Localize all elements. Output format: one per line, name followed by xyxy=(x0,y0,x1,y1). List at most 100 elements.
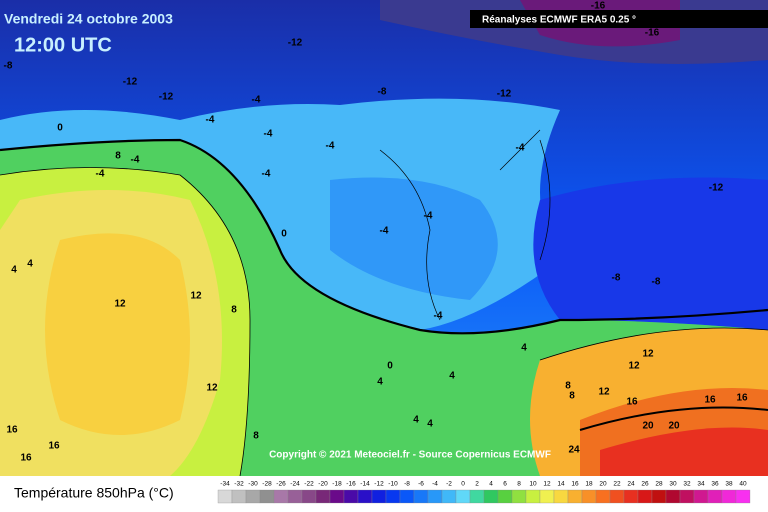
contour-label: -4 xyxy=(434,311,443,322)
contour-label: -4 xyxy=(131,155,140,166)
legend-tick: 18 xyxy=(585,481,593,488)
legend-tick: 16 xyxy=(571,481,579,488)
legend-tick: 2 xyxy=(475,481,479,488)
legend-title: Température 850hPa (°C) xyxy=(14,485,174,501)
contour-label: -8 xyxy=(612,273,621,284)
legend-swatch xyxy=(273,489,289,504)
contour-label: -8 xyxy=(4,61,13,72)
contour-label: -4 xyxy=(516,143,525,154)
legend-swatch xyxy=(679,489,695,504)
legend-swatch xyxy=(637,489,653,504)
legend-tick: 38 xyxy=(725,481,733,488)
legend-tick: 22 xyxy=(613,481,621,488)
legend-swatch xyxy=(623,489,639,504)
legend-tick: 12 xyxy=(543,481,551,488)
legend-swatch xyxy=(595,489,611,504)
source: Réanalyses ECMWF ERA5 0.25 ° xyxy=(482,15,636,26)
legend-tick: 0 xyxy=(461,481,465,488)
contour-label: 12 xyxy=(206,383,218,394)
contour-label: 4 xyxy=(11,265,17,276)
legend-swatch xyxy=(539,489,555,504)
legend-swatch xyxy=(497,489,513,504)
contour-label: 16 xyxy=(6,425,18,436)
legend-swatch xyxy=(511,489,527,504)
contour-label: 20 xyxy=(642,421,654,432)
contour-label: -8 xyxy=(378,87,387,98)
legend-tick: -18 xyxy=(332,481,342,488)
contour-label: 0 xyxy=(57,123,63,134)
time: 12:00 UTC xyxy=(14,34,112,56)
contour-label: -4 xyxy=(252,95,261,106)
contour-label: 16 xyxy=(736,393,748,404)
legend-tick: -28 xyxy=(262,481,272,488)
contour-label: -4 xyxy=(262,169,271,180)
legend-tick: -20 xyxy=(318,481,328,488)
legend-swatch xyxy=(609,489,625,504)
legend: -34 -32 -30 -28 -26 -24 -22 -20 -18 -16 -14 -12 -10-… xyxy=(217,481,751,504)
legend-tick: 24 xyxy=(627,481,635,488)
legend-tick: 40 xyxy=(739,481,747,488)
contour-label: -4 xyxy=(380,226,389,237)
legend-tick: 34 xyxy=(697,481,705,488)
legend-swatch xyxy=(469,489,485,504)
legend-swatch xyxy=(525,489,541,504)
legend-swatch xyxy=(651,489,667,504)
contour-label: 12 xyxy=(114,299,126,310)
legend-swatch xyxy=(455,489,471,504)
contour-label: -4 xyxy=(424,211,433,222)
contour-label: 4 xyxy=(427,419,433,430)
legend-swatch xyxy=(385,489,401,504)
legend-swatch xyxy=(259,489,275,504)
contour-label: 4 xyxy=(449,371,455,382)
contour-label: -4 xyxy=(96,169,105,180)
legend-tick: 28 xyxy=(655,481,663,488)
contour-label: -12 xyxy=(288,38,303,49)
legend-swatch xyxy=(693,489,709,504)
legend-tick: 8 xyxy=(517,481,521,488)
source-box xyxy=(470,10,768,28)
legend-tick: -34 xyxy=(220,481,230,488)
contour-label: 4 xyxy=(521,343,527,354)
legend-tick: -12 xyxy=(374,481,384,488)
contour-label: -4 xyxy=(206,115,215,126)
legend-swatch xyxy=(553,489,569,504)
contour-label: 16 xyxy=(626,397,638,408)
legend-swatch xyxy=(287,489,303,504)
contour-label: 12 xyxy=(628,361,640,372)
contour-label: 20 xyxy=(668,421,680,432)
contour-label: 12 xyxy=(190,291,202,302)
legend-swatch xyxy=(301,489,317,504)
contour-label: -12 xyxy=(123,77,138,88)
legend-tick: -10 xyxy=(388,481,398,488)
legend-tick: 20 xyxy=(599,481,607,488)
legend-swatch xyxy=(315,489,331,504)
legend-tick: 14 xyxy=(557,481,565,488)
contour-label: -16 xyxy=(591,1,606,12)
date: Vendredi 24 octobre 2003 xyxy=(4,11,173,27)
contour-label: -8 xyxy=(652,277,661,288)
legend-tick: 26 xyxy=(641,481,649,488)
legend-swatch xyxy=(427,489,443,504)
contour-label: 16 xyxy=(48,441,60,452)
legend-swatch xyxy=(329,489,345,504)
legend-swatch xyxy=(721,489,737,504)
legend-swatch xyxy=(399,489,415,504)
legend-tick: -2 xyxy=(446,481,452,488)
legend-tick: 4 xyxy=(489,481,493,488)
contours xyxy=(0,129,768,477)
contour-label: 0 xyxy=(281,229,287,240)
legend-tick: 36 xyxy=(711,481,719,488)
contour-labels: -16 -16 -12 -8 -12 -12 -4 -8 -12 -4 0 8 -4 -4 -4 -4 -4 -4… xyxy=(4,1,748,464)
contour-label: 12 xyxy=(642,349,654,360)
legend-tick: -32 xyxy=(234,481,244,488)
map-background xyxy=(0,0,768,476)
legend-swatch xyxy=(245,489,261,504)
contour-label: -12 xyxy=(709,183,724,194)
legend-swatch xyxy=(581,489,597,504)
legend-tick: -6 xyxy=(418,481,424,488)
legend-tick: -16 xyxy=(346,481,356,488)
legend-swatch xyxy=(343,489,359,504)
contour-label: 24 xyxy=(568,445,580,456)
contour-label: 16 xyxy=(704,395,716,406)
